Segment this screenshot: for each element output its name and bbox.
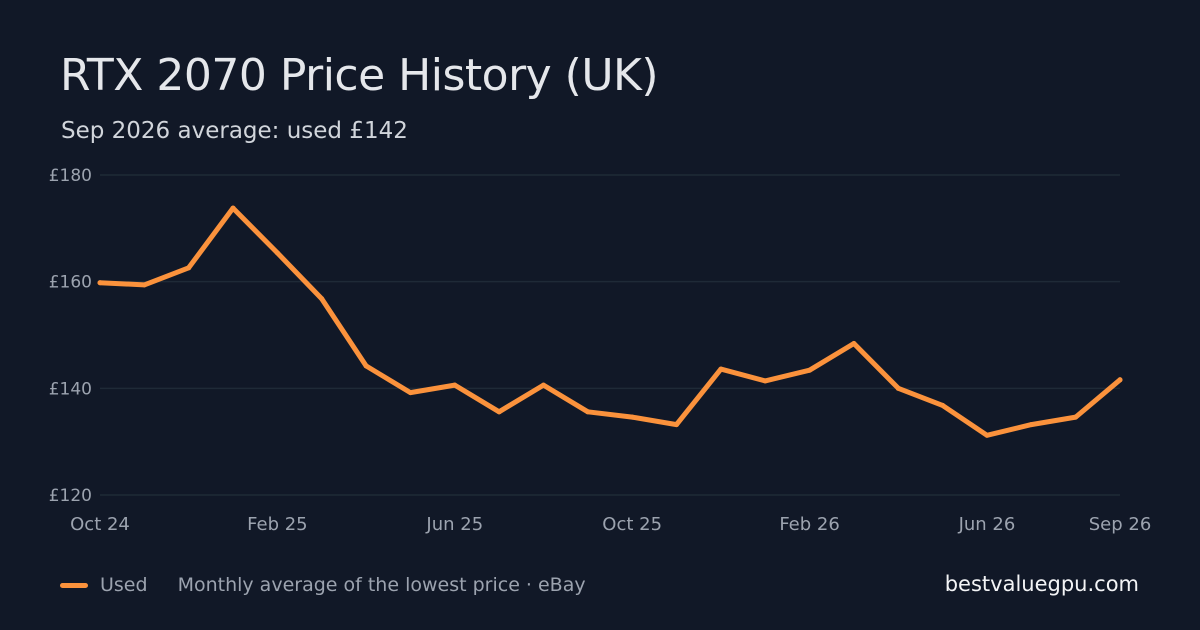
- data-point[interactable]: [940, 402, 946, 408]
- legend-label-used: Used: [100, 574, 148, 596]
- data-point[interactable]: [718, 366, 724, 372]
- x-axis-ticks: Oct 24 Feb 25 Jun 25 Oct 25 Feb 26 Jun 26 Sep …: [70, 514, 1151, 535]
- series-line-used: [97, 205, 1123, 438]
- data-point[interactable]: [452, 382, 458, 388]
- data-point[interactable]: [1028, 422, 1034, 428]
- legend-swatch-used: [60, 582, 88, 588]
- x-tick-label: Oct 25: [602, 514, 662, 535]
- data-point[interactable]: [319, 296, 325, 302]
- y-tick-label: £180: [49, 166, 92, 186]
- chart-subtitle: Sep 2026 average: used £142: [61, 118, 408, 144]
- data-point[interactable]: [851, 341, 857, 347]
- y-tick-label: £160: [49, 273, 92, 293]
- data-point[interactable]: [186, 265, 192, 271]
- series-used: [97, 205, 1123, 438]
- data-point[interactable]: [1117, 377, 1123, 383]
- x-tick-label: Jun 25: [425, 514, 483, 535]
- data-point[interactable]: [629, 414, 635, 420]
- data-point[interactable]: [141, 282, 147, 288]
- data-point[interactable]: [895, 385, 901, 391]
- x-tick-label: Sep 26: [1089, 514, 1152, 535]
- brand-link[interactable]: bestvaluegpu.com: [944, 572, 1139, 596]
- data-point[interactable]: [984, 432, 990, 438]
- data-point[interactable]: [585, 409, 591, 415]
- data-point[interactable]: [762, 378, 768, 384]
- data-point[interactable]: [97, 280, 103, 286]
- x-tick-label: Jun 26: [958, 514, 1016, 535]
- x-tick-label: Feb 26: [779, 514, 840, 535]
- source-note: Monthly average of the lowest price · eB…: [177, 574, 586, 596]
- data-point[interactable]: [274, 250, 280, 256]
- x-tick-label: Feb 25: [247, 514, 308, 535]
- data-point[interactable]: [407, 390, 413, 396]
- data-point[interactable]: [496, 409, 502, 415]
- data-point[interactable]: [807, 367, 813, 373]
- data-point[interactable]: [540, 382, 546, 388]
- y-tick-label: £140: [49, 379, 92, 399]
- x-tick-label: Oct 24: [70, 514, 130, 535]
- y-axis-ticks: £120 £140 £160 £180: [49, 166, 92, 506]
- y-tick-label: £120: [49, 486, 92, 506]
- data-point[interactable]: [230, 205, 236, 211]
- data-point[interactable]: [1073, 414, 1079, 420]
- grid-lines: [100, 174, 1120, 496]
- chart-title: RTX 2070 Price History (UK): [60, 50, 659, 101]
- legend: Used Monthly average of the lowest price…: [60, 574, 586, 596]
- data-point[interactable]: [674, 422, 680, 428]
- data-point[interactable]: [363, 363, 369, 369]
